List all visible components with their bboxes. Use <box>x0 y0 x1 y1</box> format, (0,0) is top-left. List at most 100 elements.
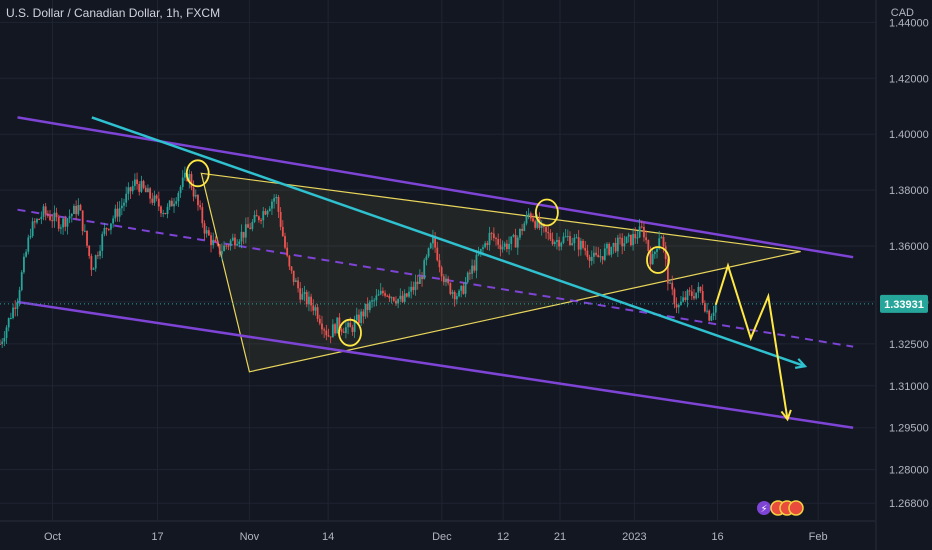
candle-body <box>503 243 506 247</box>
candle-body <box>325 330 328 336</box>
candle-body <box>192 187 195 197</box>
candle-body <box>299 288 302 300</box>
candle-body <box>579 240 582 250</box>
candle-body <box>377 294 380 296</box>
candle-body <box>599 256 602 258</box>
candle-body <box>38 218 41 220</box>
candle-body <box>484 243 487 248</box>
candle-body <box>499 244 502 250</box>
lower-channel-line <box>17 300 854 429</box>
candle-body <box>60 227 62 229</box>
candle-body <box>575 237 578 239</box>
candle-body <box>577 237 580 250</box>
candle-body <box>366 303 369 310</box>
x-tick-label: Nov <box>240 531 260 543</box>
candle-body <box>14 307 17 309</box>
candle-body <box>218 244 221 255</box>
cyan-trendline <box>91 116 806 368</box>
candle-body <box>666 259 669 284</box>
candle-body <box>514 234 517 248</box>
candle-body <box>79 205 82 211</box>
candle-body <box>697 286 700 293</box>
candle-body <box>569 236 571 246</box>
candle-body <box>505 243 508 249</box>
candle-body <box>242 231 245 238</box>
candle-body <box>197 195 199 206</box>
candle-body <box>164 213 167 215</box>
candle-body <box>373 300 376 302</box>
candle-body <box>160 206 162 214</box>
candle-body <box>571 243 574 246</box>
candle-body <box>88 245 91 257</box>
candle-body <box>510 236 513 244</box>
x-tick-label: Dec <box>432 531 452 543</box>
candle-body <box>521 228 524 231</box>
candle-body <box>488 232 491 246</box>
candle-body <box>453 291 456 300</box>
y-tick-label: 1.28000 <box>889 465 929 477</box>
candle-body <box>131 185 134 192</box>
candle-body <box>695 292 698 299</box>
candle-body <box>105 227 108 229</box>
candle-body <box>336 317 339 334</box>
candle-body <box>253 215 256 222</box>
candle-body <box>286 247 289 256</box>
candle-body <box>593 252 595 257</box>
candle-body <box>540 224 543 228</box>
candle-body <box>305 292 308 305</box>
candle-body <box>486 243 489 246</box>
candle-body <box>103 227 106 235</box>
candle-body <box>597 254 600 258</box>
candle-body <box>255 215 258 217</box>
candle-body <box>464 282 467 294</box>
candle-body <box>210 235 212 246</box>
candle-body <box>0 343 1 345</box>
candle-body <box>525 214 528 224</box>
candle-body <box>386 295 389 297</box>
candle-body <box>1 341 4 345</box>
candle-body <box>647 240 650 252</box>
candle-body <box>16 301 19 309</box>
candle-body <box>260 220 262 222</box>
candle-body <box>294 280 297 282</box>
candle-body <box>630 234 632 246</box>
candle-body <box>397 298 400 304</box>
candle-body <box>714 304 717 313</box>
candle-body <box>277 196 280 212</box>
candle-body <box>573 237 576 244</box>
candle-body <box>610 246 613 255</box>
candle-body <box>516 237 519 248</box>
candle-body <box>473 265 476 271</box>
candle-body <box>73 205 75 214</box>
candle-body <box>364 303 367 317</box>
last-price-label: 1.33931 <box>884 299 924 311</box>
candle-body <box>442 276 445 283</box>
candle-body <box>371 300 373 302</box>
candle-body <box>479 248 482 255</box>
x-tick-label: 12 <box>497 531 509 543</box>
candle-body <box>318 318 321 324</box>
candle-body <box>662 237 665 247</box>
candle-body <box>562 236 565 243</box>
candle-body <box>649 251 652 265</box>
candle-body <box>660 237 663 239</box>
candle-body <box>682 297 685 302</box>
candle-body <box>249 227 252 229</box>
candle-body <box>703 302 706 312</box>
highlight-circle <box>646 246 670 274</box>
candle-body <box>262 211 265 221</box>
candle-body <box>408 291 410 297</box>
candle-body <box>379 290 382 295</box>
candle-body <box>199 205 202 208</box>
candle-body <box>334 324 336 334</box>
candle-body <box>606 243 608 249</box>
candle-body <box>173 203 175 207</box>
candle-body <box>390 297 393 299</box>
candle-body <box>556 239 558 242</box>
candle-body <box>281 226 284 237</box>
candle-body <box>432 236 434 244</box>
candle-body <box>162 213 165 215</box>
candle-body <box>669 282 671 284</box>
